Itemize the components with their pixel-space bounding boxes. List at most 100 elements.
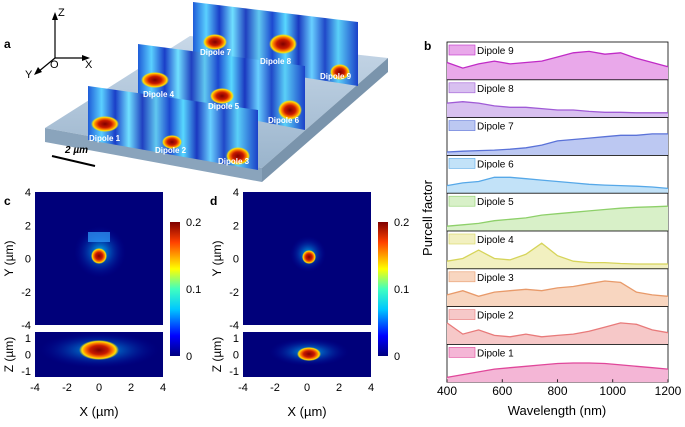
panel-c: c 4 2 0 -2 -4 Y (µm) 1 0 -1 Z (µm) -4 -2 0 2 4 X (µm) 0.… (2, 187, 201, 419)
purcell-area (447, 206, 668, 231)
ylabel-top: Y (µm) (2, 240, 16, 276)
d-colorbar (378, 222, 388, 356)
purcell-row: Dipole 5 (446, 192, 669, 232)
panel-b-label: b (424, 39, 431, 53)
ytick-label: 0 (25, 350, 31, 362)
purcell-row-label: Dipole 1 (477, 348, 514, 359)
colorbar-tick-label: 0.1 (394, 284, 409, 296)
purcell-row-label: Dipole 8 (477, 84, 514, 95)
purcell-area (447, 363, 668, 383)
purcell-xaxis: 400 600 800 1000 1200 (437, 379, 682, 398)
dipole-label: Dipole 5 (208, 102, 240, 111)
ytick-label: 4 (25, 187, 31, 199)
purcell-row-label: Dipole 9 (477, 46, 514, 57)
purcell-row: Dipole 4 (446, 230, 669, 270)
panel-c-label: c (4, 194, 11, 208)
panel-a-label: a (4, 37, 11, 51)
ytick-label: 2 (25, 220, 31, 232)
field-slice-middle (138, 44, 305, 130)
purcell-row-label: Dipole 5 (477, 197, 514, 208)
colorbar-tick-label: 0 (394, 351, 400, 363)
purcell-area (447, 51, 668, 80)
xtick-label: 0 (96, 382, 102, 394)
panel-d: d 4 2 0 -2 -4 Y (µm) 1 0 -1 Z (µm) -4 -2 0 2 4 X (µm) 0.… (210, 187, 409, 419)
ytick-label: 0 (233, 350, 239, 362)
axis-triad (37, 18, 85, 73)
purcell-row-label: Dipole 3 (477, 273, 514, 284)
purcell-curve (446, 362, 669, 379)
dipole-label: Dipole 1 (89, 134, 121, 143)
ylabel-bottom: Z (µm) (2, 337, 16, 373)
purcell-row-label: Dipole 6 (477, 159, 514, 170)
axis-z-label: Z (58, 7, 65, 19)
purcell-area (447, 322, 668, 345)
scale-bar (51, 155, 96, 167)
purcell-legend-swatch (448, 195, 476, 207)
colorbar-tick-label: 0 (186, 351, 192, 363)
ytick-label: 4 (233, 187, 239, 199)
purcell-legend-swatch (448, 82, 476, 94)
purcell-row: Dipole 8 (446, 79, 669, 119)
purcell-area (447, 177, 668, 194)
xtick-label: 2 (128, 382, 134, 394)
purcell-xtick-label: 1200 (655, 384, 682, 398)
c-colorbar (170, 222, 180, 356)
colorbar-tick-label: 0.1 (186, 284, 201, 296)
axis-origin-label: O (50, 59, 59, 71)
purcell-xtick-label: 400 (437, 384, 457, 398)
ytick-label: -2 (21, 287, 31, 299)
purcell-row-label: Dipole 2 (477, 311, 514, 322)
purcell-stack: Dipole 9 Dipole 8 Dipole 7 Dipole 6 Dipole 5… (446, 41, 669, 383)
xtick-label: -4 (30, 382, 40, 394)
ytick-label: 2 (233, 220, 239, 232)
purcell-curve (446, 322, 669, 338)
purcell-xtick-label: 1000 (599, 384, 626, 398)
purcell-row-label: Dipole 4 (477, 235, 514, 246)
purcell-row: Dipole 7 (446, 117, 669, 156)
purcell-curve (446, 50, 669, 69)
purcell-xtick-label: 600 (492, 384, 512, 398)
field-slice-front (88, 86, 258, 170)
purcell-row: Dipole 6 (446, 154, 669, 194)
colorbar-tick-label: 0.2 (186, 217, 201, 229)
xlabel: X (µm) (79, 404, 118, 419)
xtick-label: 4 (160, 382, 166, 394)
colorbar-tick-label: 0.2 (394, 217, 409, 229)
ytick-label: -4 (229, 320, 239, 332)
ylabel-bottom: Z (µm) (210, 337, 224, 373)
purcell-legend-swatch (448, 233, 476, 245)
purcell-row: Dipole 3 (446, 268, 669, 307)
ytick-label: 0 (25, 254, 31, 266)
purcell-xtick-label: 800 (547, 384, 567, 398)
purcell-curve (446, 133, 668, 153)
purcell-legend-swatch (448, 309, 476, 320)
panel-a: a Z X Y O 2 µm (4, 2, 388, 182)
ytick-label: -1 (229, 366, 239, 378)
ytick-label: 1 (233, 333, 239, 345)
purcell-legend-swatch (448, 271, 476, 283)
dipole-label: Dipole 9 (320, 72, 352, 81)
purcell-legend-swatch (448, 158, 476, 169)
purcell-xlabel: Wavelength (nm) (508, 403, 607, 418)
xtick-label: 4 (368, 382, 374, 394)
purcell-area (447, 281, 668, 307)
dipole-label: Dipole 4 (143, 90, 175, 99)
axis-x-label: X (85, 59, 93, 71)
purcell-row: Dipole 2 (446, 306, 669, 345)
purcell-legend-swatch (448, 120, 476, 131)
c-axes: 4 2 0 -2 -4 Y (µm) 1 0 -1 Z (µm) -4 -2 0 2 4 X (µm) 0.2 0… (2, 187, 201, 419)
xtick-label: -2 (62, 382, 72, 394)
axis-y-label: Y (25, 69, 33, 81)
purcell-legend-swatch (448, 347, 476, 358)
ylabel-top: Y (µm) (210, 240, 224, 276)
d-axes: 4 2 0 -2 -4 Y (µm) 1 0 -1 Z (µm) -4 -2 0 2 4 X (µm) 0.2 0… (210, 187, 409, 419)
panel-d-label: d (210, 194, 217, 208)
purcell-row: Dipole 1 (446, 343, 669, 383)
purcell-curve (446, 280, 669, 297)
ytick-label: 0 (233, 254, 239, 266)
purcell-curve (446, 242, 668, 265)
purcell-curve (446, 101, 668, 114)
xtick-label: -4 (238, 382, 248, 394)
dipole-label: Dipole 6 (268, 116, 300, 125)
